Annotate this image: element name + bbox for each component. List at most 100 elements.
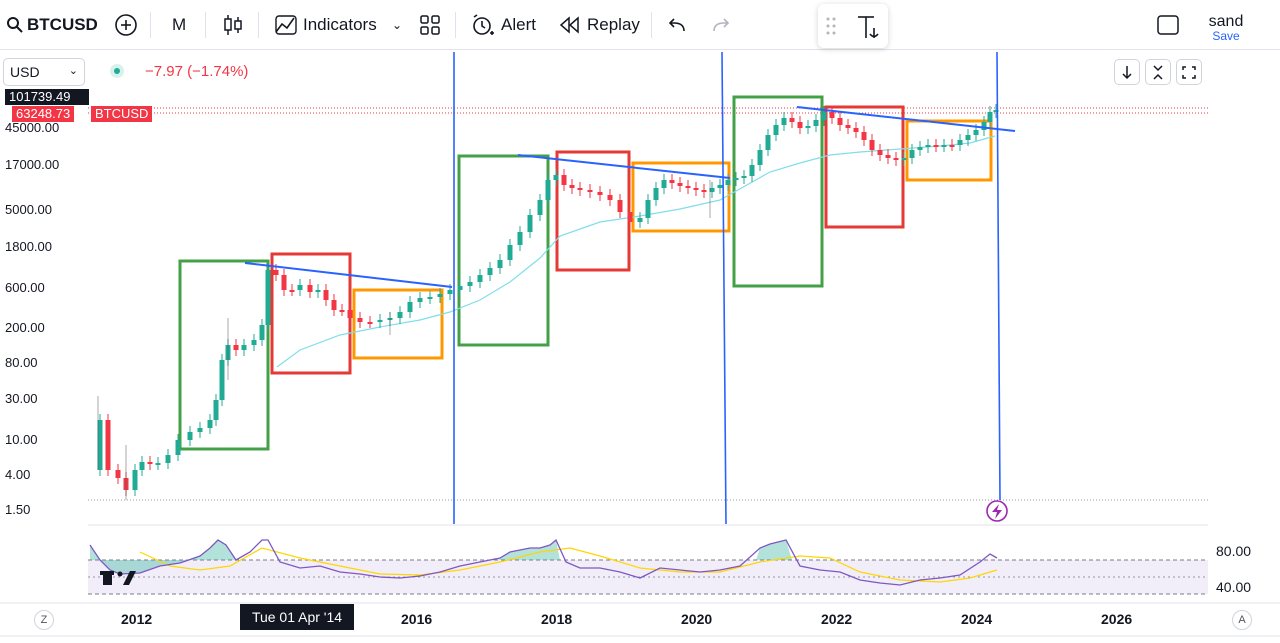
price-label: 4.00 [5,467,31,482]
collapse-icon [1153,65,1163,80]
layouts-button[interactable] [419,0,441,50]
candle [357,318,363,322]
candle [981,122,987,130]
candle [307,285,313,292]
redo-icon [713,18,730,32]
indicators-dropdown[interactable]: ⌄ [392,0,402,50]
candle [537,200,543,215]
candle [97,420,103,470]
layout-name: sand [1208,13,1244,30]
price-label: 600.00 [5,280,45,295]
year-label: 2016 [401,611,433,627]
candle [561,175,567,185]
divider [205,12,206,38]
candle [829,112,835,118]
candle [197,428,203,432]
candle [965,135,971,140]
vertical-line[interactable] [721,51,727,525]
lightning-bolt [992,504,1002,519]
candle [367,322,373,324]
candle [925,145,931,147]
interval-button[interactable]: M [172,0,186,50]
grid-icon [420,15,440,35]
market-status-icon[interactable] [110,64,124,78]
candle [617,200,623,212]
auto-scale-button[interactable]: A [1232,610,1252,630]
replay-button[interactable]: Replay [560,0,640,50]
candle [917,147,923,150]
candle [805,126,811,128]
candle [597,192,603,195]
candle [427,297,433,299]
candle [139,462,145,470]
indicators-button[interactable]: Indicators [274,0,377,50]
replay-label: Replay [587,15,640,34]
symbol-search[interactable]: BTCUSD [6,0,98,50]
drag-handle-icon[interactable] [818,4,888,48]
candle [627,212,633,222]
price-label: 10.00 [5,432,38,447]
annotation-box [905,119,993,182]
undo-icon [668,18,685,32]
candle [545,180,551,200]
year-label: 2018 [541,611,573,627]
candle [693,188,699,190]
divider [651,12,652,38]
top-toolbar: BTCUSD M Indicators ⌄ Alert Replay sand … [0,0,1280,50]
year-label: 2022 [821,611,853,627]
candle [175,440,181,455]
candle [725,180,731,185]
candle [437,294,443,297]
chart-type-button[interactable] [222,0,244,50]
price-label: 17000.00 [5,157,60,172]
candle [837,118,843,125]
rsi-overbought-fill [498,540,560,560]
price-label: 1800.00 [5,239,52,254]
maximize-pane-button[interactable] [1176,59,1202,85]
candle [957,140,963,145]
candle [949,145,955,147]
redo-button[interactable] [710,0,730,50]
candle [749,165,755,176]
text-tool-icon[interactable] [858,16,879,38]
candle [741,176,747,178]
vertical-line[interactable] [996,51,1001,501]
collapse-button[interactable] [1145,59,1171,85]
candle [993,110,999,112]
currency-label: USD [10,64,40,80]
maximize-icon [1182,66,1196,79]
candle [377,320,383,322]
alert-label: Alert [501,15,536,34]
candle [397,312,403,318]
candle [685,186,691,188]
undo-button[interactable] [668,0,688,50]
currency-select[interactable]: USD ⌄ [3,58,85,86]
candle [661,180,667,188]
scroll-to-latest-button[interactable] [1114,59,1140,85]
symbol-price-tag: BTCUSD [91,106,153,122]
save-button[interactable]: Save [1212,29,1240,43]
candle [273,270,279,275]
candle [669,180,675,183]
annotation-box [457,154,550,347]
annotation-box [178,259,270,451]
layout-save[interactable]: sand Save [1205,13,1247,43]
compare-symbol-button[interactable] [114,0,138,50]
zoom-button[interactable]: Z [34,610,54,630]
candle [207,420,213,428]
fullscreen-button[interactable] [1157,0,1179,50]
candle [289,290,295,292]
candle [265,270,271,325]
candle [885,155,891,158]
candle [251,340,257,345]
alert-button[interactable]: Alert [471,0,536,50]
candle [933,145,939,147]
candle [821,112,827,120]
crosshair-date-label: Tue 01 Apr '14 [240,604,354,630]
candle [407,302,413,312]
candle [331,300,337,310]
candle [757,150,763,165]
year-label: 2012 [121,611,153,627]
trend-line [796,106,1016,132]
